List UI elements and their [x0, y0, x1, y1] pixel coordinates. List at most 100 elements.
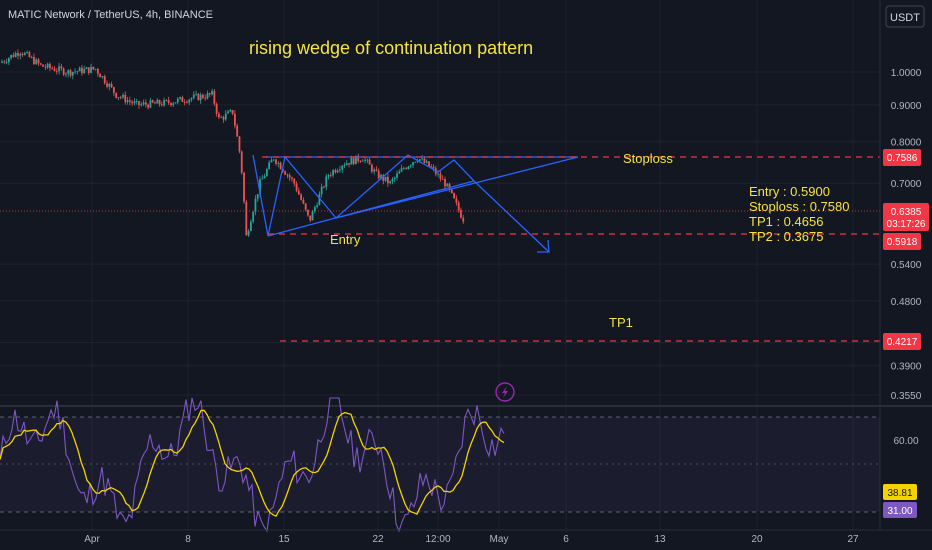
- candle-body: [211, 91, 213, 95]
- candle-body: [450, 189, 453, 193]
- candle-body: [405, 168, 408, 170]
- time-tick-label: 22: [372, 534, 384, 545]
- candle-body: [33, 56, 35, 65]
- candle-body: [208, 93, 211, 95]
- candle-body: [339, 169, 341, 171]
- candle-body: [110, 83, 113, 88]
- candle-body: [300, 194, 303, 200]
- candle-body: [384, 176, 387, 181]
- candle-body: [172, 103, 175, 106]
- candle-body: [35, 59, 38, 65]
- candle-body: [85, 67, 88, 69]
- candle-body: [133, 101, 136, 104]
- candle-body: [341, 165, 344, 170]
- target-arrow-head: [537, 239, 550, 253]
- currency-button[interactable]: USDT: [885, 5, 925, 28]
- lightning-icon[interactable]: [495, 382, 515, 402]
- candle-body: [122, 94, 124, 98]
- candle-body: [229, 110, 232, 112]
- candle-body: [42, 64, 44, 67]
- info-line-entry: Entry : 0.5900: [749, 184, 830, 199]
- time-tick-label: 6: [563, 534, 569, 545]
- candle-body: [364, 159, 366, 161]
- candle-body: [46, 63, 49, 68]
- candle-body: [238, 136, 241, 152]
- candle-body: [39, 63, 42, 65]
- symbol-header[interactable]: MATIC Network / TetherUS, 4h, BINANCE: [8, 9, 213, 21]
- candle-body: [382, 175, 385, 181]
- candle-body: [400, 168, 403, 172]
- candle-body: [76, 71, 79, 73]
- candle-body: [268, 162, 271, 170]
- candle-body: [90, 66, 92, 73]
- candle-body: [398, 171, 401, 174]
- candlesticks: [1, 49, 465, 238]
- time-axis-ticks: Apr 8 15 22 12:00 May 6 13 20 27: [84, 534, 859, 545]
- candle-body: [430, 166, 433, 168]
- candle-body: [343, 165, 346, 166]
- candle-body: [247, 230, 250, 236]
- candle-body: [151, 100, 154, 103]
- candle-body: [10, 54, 13, 59]
- candle-body: [165, 99, 168, 101]
- time-tick-label: May: [490, 534, 509, 545]
- candle-body: [245, 201, 248, 236]
- candle-body: [117, 97, 120, 99]
- candle-body: [44, 66, 47, 68]
- candle-body: [138, 101, 140, 106]
- candle-body: [281, 169, 284, 172]
- candle-body: [334, 170, 337, 173]
- candle-body: [428, 161, 430, 167]
- rsi-ma-text: 38.81: [887, 488, 912, 499]
- candle-body: [179, 97, 181, 99]
- candle-body: [352, 158, 355, 165]
- entry-price-badge: 0.5918: [883, 233, 921, 250]
- candle-body: [313, 207, 316, 212]
- candle-body: [231, 110, 234, 114]
- candle-body: [7, 58, 10, 63]
- candle-body: [97, 68, 99, 74]
- candle-body: [316, 205, 318, 208]
- candle-body: [332, 170, 334, 176]
- price-tick-label: 1.0000: [891, 68, 922, 79]
- candle-body: [55, 70, 58, 72]
- candle-body: [58, 66, 60, 72]
- candle-body: [425, 161, 428, 163]
- candle-body: [160, 104, 163, 106]
- candle-body: [243, 172, 245, 202]
- candle-body: [53, 68, 56, 71]
- stoploss-price-badge: 0.7586: [883, 149, 921, 166]
- candle-body: [204, 97, 207, 99]
- candle-body: [28, 52, 31, 58]
- candle-body: [83, 68, 86, 74]
- tp1-price-text: 0.4217: [887, 337, 918, 348]
- candle-body: [60, 66, 63, 69]
- rsi-band: [0, 417, 880, 512]
- info-line-tp2: TP2 : 0.3675: [749, 229, 823, 244]
- candle-body: [439, 173, 442, 179]
- candle-body: [402, 168, 405, 170]
- candle-body: [176, 98, 179, 103]
- candle-body: [432, 166, 435, 169]
- candle-body: [147, 104, 150, 108]
- candle-body: [302, 199, 305, 204]
- candle-body: [101, 76, 104, 78]
- time-tick-label: 12:00: [425, 534, 450, 545]
- stoploss-label: Stoploss: [623, 151, 673, 166]
- candle-body: [69, 70, 72, 76]
- candle-body: [249, 221, 252, 231]
- candle-body: [181, 97, 184, 102]
- candle-body: [295, 183, 298, 191]
- rsi-ma-line: [0, 409, 505, 518]
- candle-body: [62, 68, 65, 75]
- price-tick-label: 0.7000: [891, 179, 922, 190]
- candle-body: [94, 68, 97, 70]
- candle-body: [348, 163, 350, 165]
- candle-body: [329, 175, 332, 176]
- candle-body: [323, 186, 325, 188]
- candle-body: [416, 160, 419, 162]
- candle-body: [234, 113, 236, 126]
- price-tick-label: 0.3900: [891, 362, 922, 373]
- candle-body: [126, 100, 129, 103]
- candle-body: [142, 102, 145, 105]
